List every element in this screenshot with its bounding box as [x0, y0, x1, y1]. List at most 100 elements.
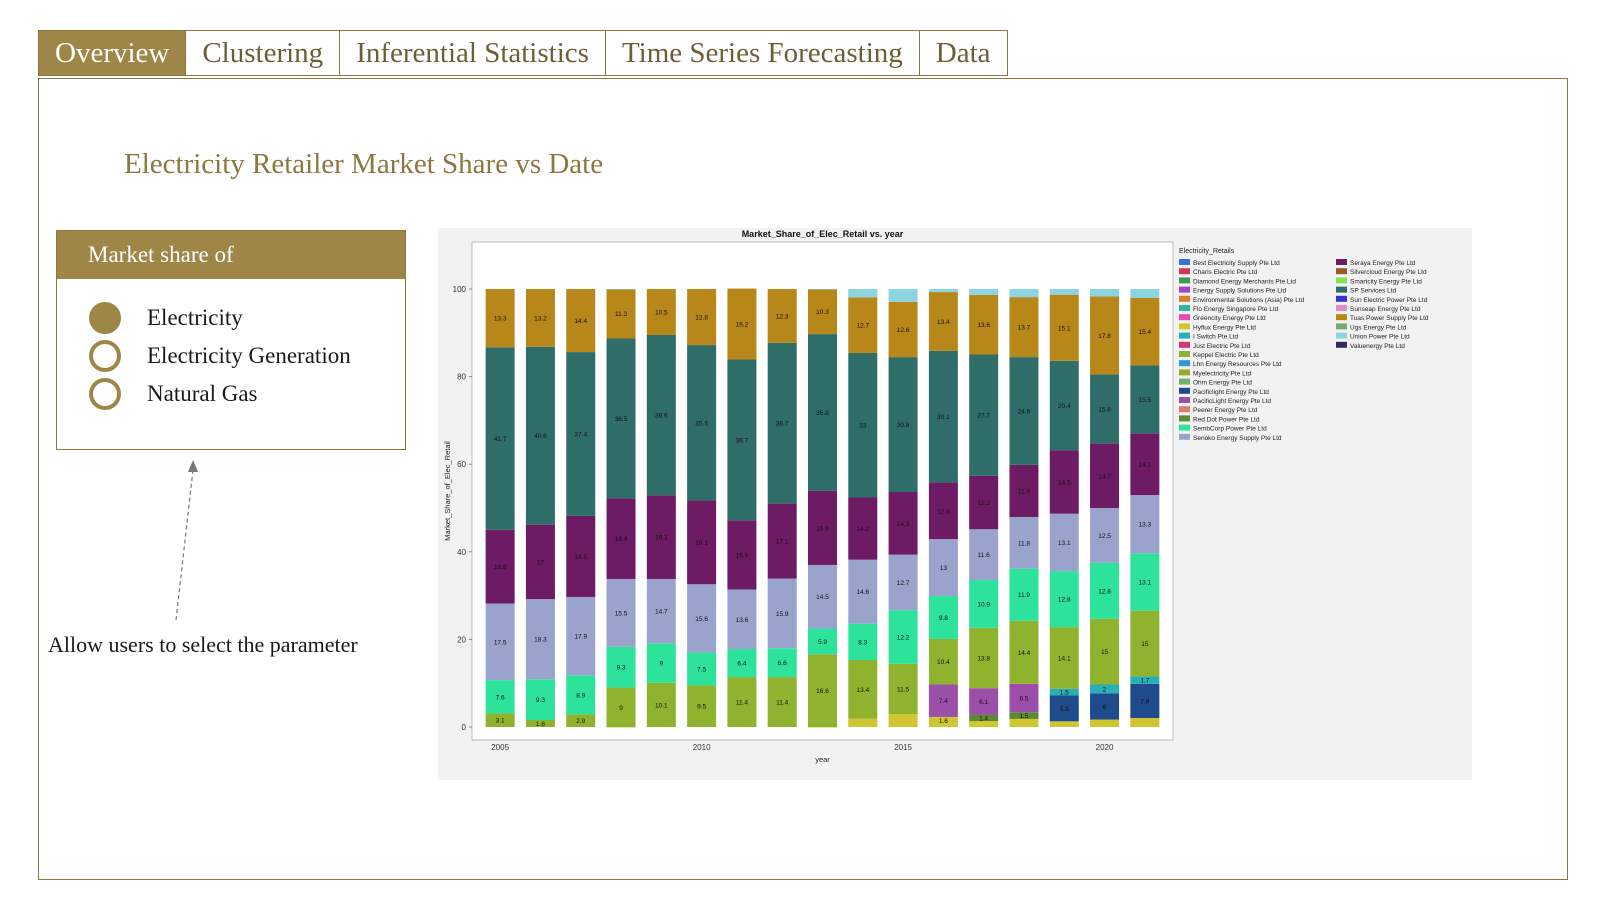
bar-segment [1049, 627, 1079, 689]
data-label: 13 [940, 565, 948, 572]
data-label: 1.6 [536, 721, 545, 728]
radio-option-natural-gas[interactable]: Natural Gas [89, 375, 405, 413]
legend-label: Hyflux Energy Pte Ltd [1193, 324, 1256, 331]
data-label: 15.8 [1098, 407, 1111, 414]
bar-segment [888, 610, 918, 664]
bar-segment [928, 292, 958, 351]
bar-segment [928, 638, 958, 685]
bar-segment [485, 289, 515, 348]
legend-swatch [1336, 323, 1347, 330]
data-label: 35.8 [816, 410, 829, 417]
bar-segment [566, 289, 596, 353]
bar-segment [767, 503, 797, 579]
data-label: 33 [859, 423, 867, 430]
legend-label: Flo Energy Singapore Pte Ltd [1193, 306, 1279, 313]
bar-segment [646, 495, 676, 579]
data-label: 10.5 [655, 309, 668, 316]
bar-segment [888, 289, 918, 302]
bar-segment [687, 584, 717, 653]
bar-segment [1009, 297, 1039, 358]
bar-segment [727, 589, 757, 650]
legend-label: Charis Electric Pte Ltd [1193, 269, 1258, 276]
bar-segment [1049, 360, 1079, 451]
bar-segment [1009, 568, 1039, 621]
radio-option-electricity-generation[interactable]: Electricity Generation [89, 337, 405, 375]
bar-segment [848, 659, 878, 719]
tab-overview[interactable]: Overview [38, 30, 186, 76]
bar-segment [687, 500, 717, 585]
radio-unselected-icon[interactable] [89, 378, 121, 410]
bar-segment [1130, 495, 1160, 554]
data-label: 3.1 [496, 718, 505, 725]
tab-clustering[interactable]: Clustering [185, 30, 340, 76]
bar-segment [928, 684, 958, 717]
data-label: 15.8 [736, 552, 749, 559]
bar-segment [807, 564, 838, 629]
tab-time-series-forecasting[interactable]: Time Series Forecasting [604, 30, 919, 76]
data-label: 9.8 [939, 615, 948, 622]
legend-swatch [1336, 277, 1347, 284]
data-label: 17.5 [494, 639, 507, 646]
bar-segment [485, 529, 515, 604]
bar-segment [969, 627, 999, 689]
bar-segment [485, 603, 515, 681]
data-label: 6.5 [1019, 696, 1028, 703]
data-label: 8.9 [576, 692, 585, 699]
y-tick-label: 20 [457, 635, 466, 644]
bar-segment [1090, 618, 1120, 685]
bar-segment [1049, 695, 1079, 722]
legend-label: SembCorp Power Pte Ltd [1193, 426, 1267, 433]
data-label: 1.5 [1060, 690, 1069, 697]
radio-option-electricity[interactable]: Electricity [89, 299, 405, 337]
bar-segment [606, 687, 636, 727]
bar-segment [1009, 712, 1039, 719]
bar-segment [1049, 289, 1079, 295]
tab-inferential-statistics[interactable]: Inferential Statistics [339, 30, 605, 76]
data-label: 11.4 [776, 700, 789, 707]
radio-selected-icon[interactable] [89, 302, 121, 334]
data-label: 14.4 [574, 318, 587, 325]
legend-label: Ugs Energy Pte Ltd [1350, 324, 1407, 331]
bar-segment [888, 714, 918, 727]
bar-segment [1130, 683, 1160, 719]
radio-label: Electricity [147, 305, 243, 330]
bar-segment [1130, 365, 1160, 434]
legend-label: Peerer Energy Pte Ltd [1193, 407, 1258, 414]
data-label: 9 [660, 661, 664, 668]
bar-segment [767, 342, 797, 504]
data-label: 8.3 [858, 639, 867, 646]
overview-panel [38, 78, 1568, 880]
legend-swatch [1179, 268, 1190, 275]
legend-label: Tuas Power Supply Pte Ltd [1350, 315, 1429, 322]
data-label: 12.7 [897, 580, 910, 587]
bar-segment [1090, 508, 1120, 563]
radio-unselected-icon[interactable] [89, 340, 121, 372]
data-label: 18.5 [574, 554, 587, 561]
tab-data[interactable]: Data [918, 30, 1008, 76]
tab-bar: Overview Clustering Inferential Statisti… [38, 30, 1008, 78]
data-label: 6.4 [737, 661, 746, 668]
data-label: 11.9 [1018, 488, 1031, 495]
data-label: 17.8 [1098, 333, 1111, 340]
legend-title: Electricity_Retails [1179, 248, 1235, 255]
bar-segment [525, 719, 555, 727]
x-tick-label: 2005 [491, 743, 509, 752]
bar-segment [525, 289, 555, 347]
legend-swatch [1336, 268, 1347, 275]
data-label: 24.6 [1018, 408, 1031, 415]
legend-swatch [1179, 424, 1190, 431]
data-label: 13.1 [1139, 580, 1152, 587]
legend-label: Keppel Electric Pte Ltd [1193, 352, 1259, 359]
bar-segment [485, 347, 515, 530]
legend-swatch [1179, 387, 1190, 394]
data-label: 13.6 [736, 617, 749, 624]
data-label: 14.6 [856, 589, 869, 596]
x-axis-label: year [815, 755, 830, 764]
legend-swatch [1179, 323, 1190, 330]
bar-segment [807, 334, 838, 491]
bar-segment [888, 663, 918, 715]
data-label: 17 [537, 559, 545, 566]
data-label: 2 [1103, 686, 1107, 693]
data-label: 16.2 [736, 322, 749, 329]
bar-segment [1090, 443, 1120, 508]
